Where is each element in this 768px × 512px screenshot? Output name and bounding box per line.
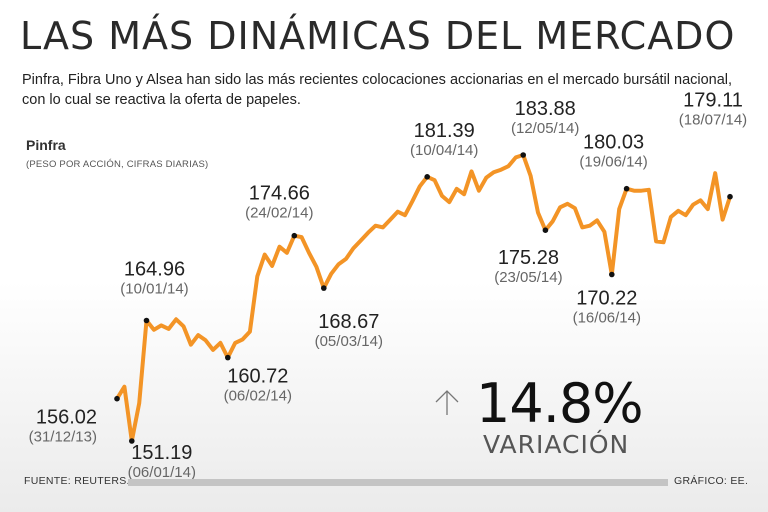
data-label-value: 175.28 — [498, 247, 559, 269]
data-point-marker — [623, 185, 630, 192]
data-label-date: (24/02/14) — [245, 205, 313, 222]
data-label-date: (19/06/14) — [579, 154, 647, 171]
chart-subtitle: Pinfra, Fibra Uno y Alsea han sido las m… — [22, 72, 733, 108]
data-label-value: 174.66 — [249, 183, 310, 205]
data-label-date: (05/03/14) — [315, 333, 383, 350]
data-label-date: (06/02/14) — [224, 388, 292, 405]
series-label: Pinfra — [26, 137, 66, 153]
data-label-value: 156.02 — [36, 407, 97, 429]
data-point-marker — [129, 438, 135, 444]
data-label-date: (12/05/14) — [511, 120, 579, 137]
data-label-date: (31/12/13) — [29, 429, 97, 446]
variation-label: VARIACIÓN — [483, 430, 630, 459]
data-point-marker — [609, 271, 615, 278]
data-label-value: 181.39 — [414, 120, 475, 142]
chart-title: LAS MÁS DINÁMICAS DEL MERCADO — [20, 14, 736, 58]
data-point-marker — [520, 152, 526, 158]
data-label-value: 183.88 — [515, 98, 576, 120]
data-label-date: (10/04/14) — [410, 142, 478, 159]
footer-credit: GRÁFICO: EE. — [674, 475, 749, 487]
arrow-up-icon — [435, 390, 459, 415]
data-point-marker — [225, 354, 231, 361]
data-label-value: 179.11 — [683, 90, 743, 112]
data-label-date: (23/05/14) — [494, 269, 562, 286]
data-label-value: 151.19 — [131, 442, 192, 464]
series-note: (PESO POR ACCIÓN, CIFRAS DIARIAS) — [26, 159, 209, 170]
data-label-value: 164.96 — [124, 259, 185, 281]
data-point-marker — [542, 227, 549, 233]
data-point-marker — [143, 317, 150, 324]
data-label-value: 168.67 — [318, 311, 379, 333]
data-label-value: 160.72 — [227, 366, 288, 388]
data-point-marker — [114, 395, 120, 402]
data-label-date: (18/07/14) — [679, 112, 747, 129]
data-label-value: 170.22 — [576, 288, 637, 310]
data-point-marker — [727, 193, 733, 200]
data-point-marker — [321, 285, 327, 291]
footer-divider — [128, 479, 668, 486]
data-label-date: (10/01/14) — [120, 281, 188, 298]
data-label-date: (16/06/14) — [573, 310, 641, 327]
data-point-marker — [291, 232, 298, 239]
data-point-marker — [424, 174, 431, 180]
variation-value: 14.8% — [476, 372, 644, 435]
data-label-value: 180.03 — [583, 132, 644, 154]
data-label-date: (06/01/14) — [128, 464, 196, 481]
footer-source: FUENTE: REUTERS. — [24, 475, 130, 487]
